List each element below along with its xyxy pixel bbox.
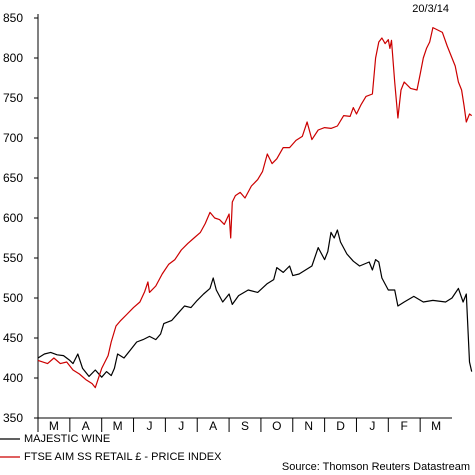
x-tick-label: J — [146, 419, 152, 433]
x-tick-label: S — [241, 419, 249, 433]
y-axis: 350 400 450 500 550 600 650 700 750 800 850 — [3, 11, 39, 425]
y-tick-label: 500 — [3, 291, 23, 305]
x-tick-label: J — [178, 419, 184, 433]
y-tick-label: 350 — [3, 411, 23, 425]
x-tick-label: A — [209, 419, 217, 433]
ftse-aim-retail-line — [37, 27, 473, 389]
y-tick-label: 650 — [3, 171, 23, 185]
y-tick-label: 550 — [3, 251, 23, 265]
y-tick-label: 800 — [3, 51, 23, 65]
x-tick-label: M — [49, 419, 59, 433]
x-tick-label: D — [336, 419, 345, 433]
y-tick-label: 750 — [3, 91, 23, 105]
legend-label: MAJESTIC WINE — [24, 433, 110, 445]
x-tick-label: N — [304, 419, 313, 433]
x-tick-label: F — [401, 419, 408, 433]
legend-label: FTSE AIM SS RETAIL £ - PRICE INDEX — [24, 451, 222, 463]
source-note: Source: Thomson Reuters Datastream — [282, 461, 470, 473]
legend: MAJESTIC WINE FTSE AIM SS RETAIL £ - PRIC… — [0, 433, 222, 463]
x-tick-label: A — [82, 419, 90, 433]
x-tick-label: M — [113, 419, 123, 433]
y-tick-label: 850 — [3, 11, 23, 25]
y-tick-label: 450 — [3, 331, 23, 345]
date-stamp: 20/3/14 — [412, 3, 449, 15]
plot-area — [37, 27, 473, 389]
y-tick-label: 600 — [3, 211, 23, 225]
y-tick-label: 700 — [3, 131, 23, 145]
x-tick-label: J — [369, 419, 375, 433]
x-tick-label: O — [272, 419, 281, 433]
x-tick-label: M — [431, 419, 441, 433]
y-tick-label: 400 — [3, 371, 23, 385]
majestic-wine-line — [37, 229, 473, 378]
